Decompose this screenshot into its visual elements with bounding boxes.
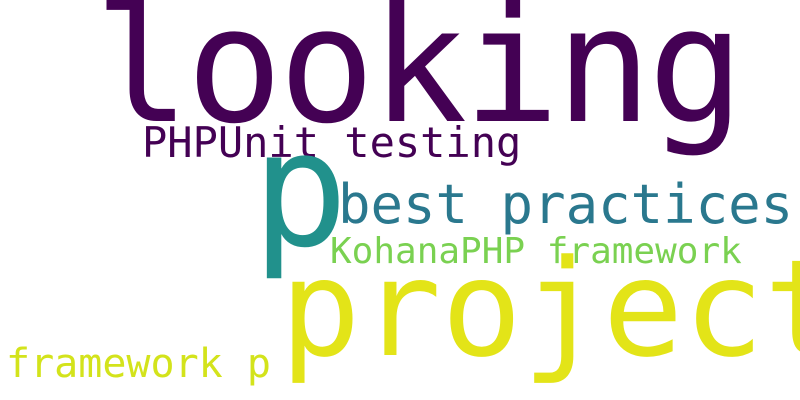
word-framework-p: framework p: [6, 341, 271, 387]
word-p: p: [252, 96, 349, 283]
word-project: project: [280, 231, 800, 387]
word-kohanaphp-framework: KohanaPHP framework: [330, 231, 742, 272]
word-best-practices: best practices: [338, 173, 794, 236]
word-looking: looking: [94, 0, 744, 159]
word-phpunit-testing: PHPUnit testing: [142, 118, 522, 167]
